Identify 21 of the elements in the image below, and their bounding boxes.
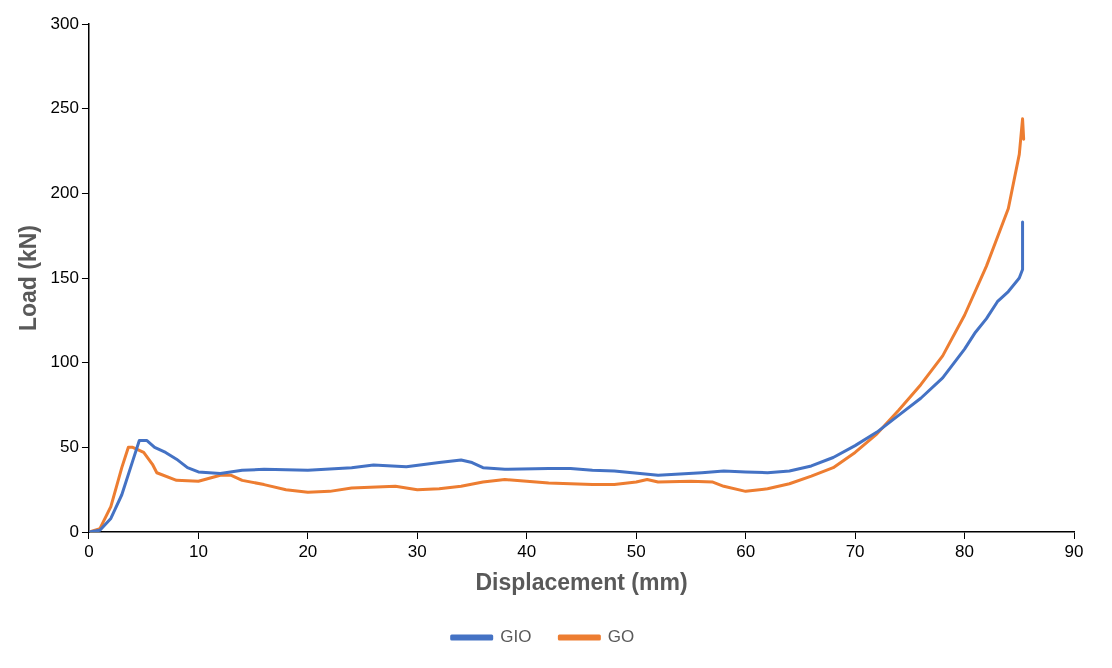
x-tick-label: 0 bbox=[84, 541, 94, 561]
x-axis-title: Displacement (mm) bbox=[475, 568, 688, 595]
x-tick-label: 30 bbox=[407, 541, 427, 561]
legend-label: GIO bbox=[500, 627, 532, 647]
x-tick-label: 90 bbox=[1064, 541, 1084, 561]
y-tick-label: 100 bbox=[50, 352, 79, 372]
x-tick-label: 60 bbox=[736, 541, 756, 561]
x-tick-label: 20 bbox=[298, 541, 318, 561]
legend-label: GO bbox=[607, 627, 635, 647]
y-tick-label: 50 bbox=[60, 437, 79, 457]
y-tick-label: 300 bbox=[50, 13, 79, 33]
x-tick-label: 70 bbox=[845, 541, 865, 561]
x-tick-label: 10 bbox=[188, 541, 208, 561]
y-tick-label: 0 bbox=[69, 521, 79, 541]
y-tick-label: 250 bbox=[50, 98, 79, 118]
y-axis-title: Load (kN) bbox=[15, 224, 42, 332]
x-tick-label: 40 bbox=[517, 541, 537, 561]
y-tick-label: 150 bbox=[50, 267, 79, 287]
x-tick-label: 50 bbox=[626, 541, 646, 561]
y-tick-label: 200 bbox=[50, 183, 79, 203]
x-tick-label: 80 bbox=[955, 541, 975, 561]
